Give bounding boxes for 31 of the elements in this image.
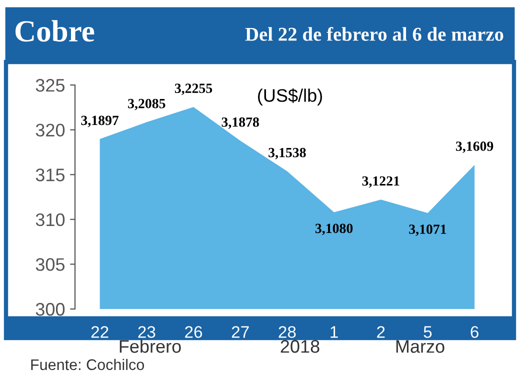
x-tick-label: 27: [232, 326, 249, 338]
x-tick-label: 22: [91, 326, 108, 338]
y-tick-label: 325: [36, 78, 65, 92]
y-tick-label: 315: [36, 168, 65, 182]
data-label: 3,1878: [222, 117, 259, 129]
data-label: 3,1538: [268, 148, 306, 160]
y-tick-label: 300: [36, 302, 65, 316]
data-label: 3,1071: [409, 224, 446, 236]
text: 2018: [280, 340, 320, 353]
data-label: 3,1897: [81, 116, 119, 128]
data-label: 3,1221: [362, 176, 400, 188]
x-tick-label: 28: [278, 326, 296, 338]
data-label: 3,2085: [128, 98, 166, 110]
x-tick-label: 5: [424, 326, 432, 338]
data-label: 3,2255: [174, 84, 212, 96]
chart-subtitle: Del 22 de febrero al 6 de marzo: [245, 26, 504, 41]
data-label: 3,1609: [456, 142, 494, 153]
text: Marzo: [396, 340, 444, 353]
chart-title: Cobre: [15, 20, 94, 42]
y-tick-label: 305: [36, 258, 65, 271]
source-note: Fuente: Cochilco: [31, 358, 144, 370]
text: Febrero: [120, 340, 181, 353]
x-tick-label: 2: [377, 326, 385, 338]
x-tick-label: 1: [330, 326, 338, 338]
x-tick-label: 26: [185, 326, 202, 338]
y-tick-label: 320: [36, 124, 65, 137]
y-axis-title: (US$/lb): [258, 88, 322, 106]
data-label: 3,1080: [315, 224, 353, 236]
x-tick-label: 6: [470, 326, 478, 338]
y-tick-label: 310: [36, 213, 65, 226]
x-tick-label: 23: [138, 326, 156, 338]
